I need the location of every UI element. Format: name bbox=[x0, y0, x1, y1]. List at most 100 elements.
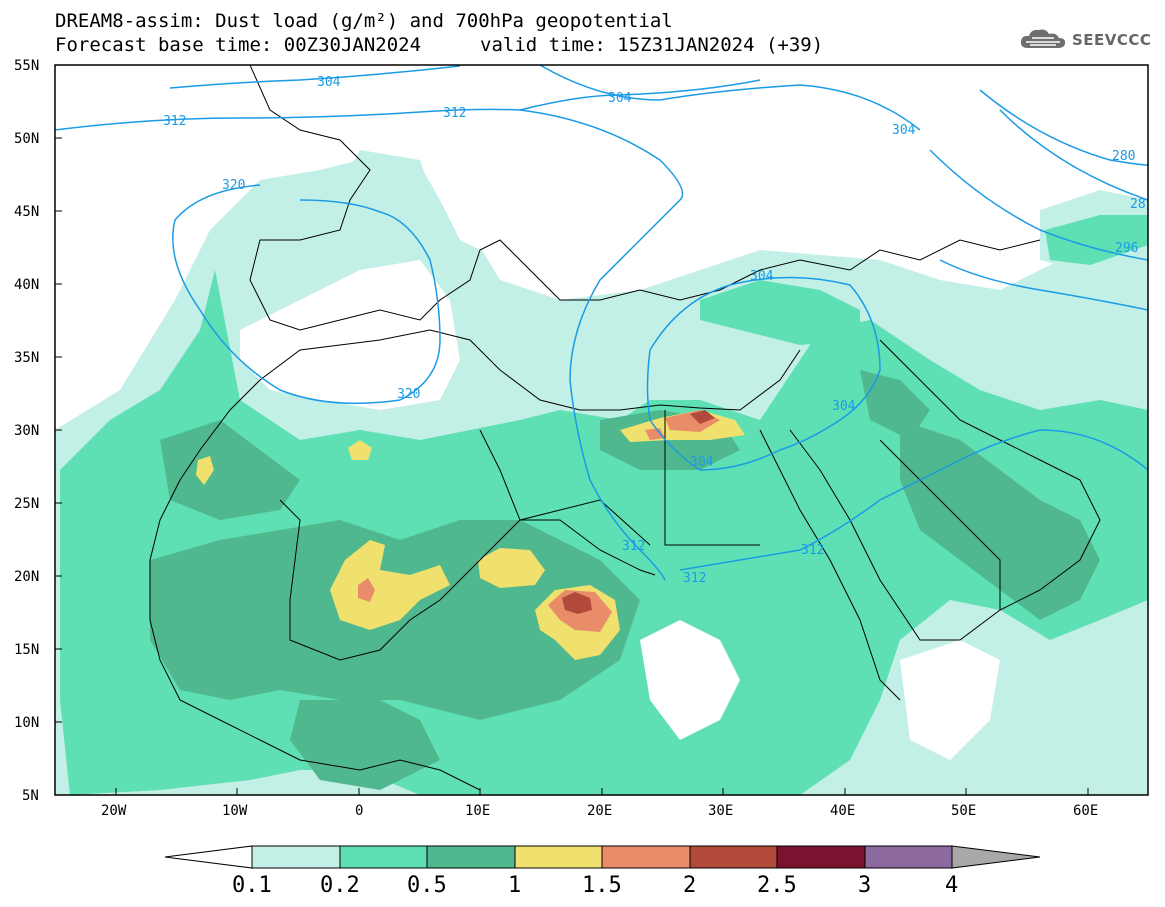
colorbar-label: 0.2 bbox=[320, 873, 360, 898]
lon-tick-label: 40E bbox=[830, 803, 855, 819]
contour-label: 304 bbox=[608, 91, 632, 106]
lon-tick-label: 60E bbox=[1073, 803, 1098, 819]
dust-fill-layer bbox=[55, 150, 1148, 795]
colorbar-swatch bbox=[601, 845, 691, 869]
dust-heavy-area-south bbox=[290, 700, 440, 790]
dust-medium-area-caspian bbox=[1045, 215, 1148, 265]
contour-label: 312 bbox=[683, 571, 706, 586]
lon-tick-label: 20W bbox=[101, 803, 127, 819]
dust-yellow-blob-2 bbox=[478, 548, 545, 588]
colorbar-right-arrow bbox=[951, 845, 1041, 869]
contour-label: 320 bbox=[397, 387, 420, 402]
lon-tick-label: 20E bbox=[587, 803, 612, 819]
contour-280-ne bbox=[979, 89, 1148, 166]
lat-tick-label: 45N bbox=[14, 204, 39, 220]
lon-tick-label: 10W bbox=[222, 803, 248, 819]
clear-area-europe bbox=[440, 160, 760, 280]
coastline-europe bbox=[249, 65, 1041, 331]
map-title: DREAM8-assim: Dust load (g/m²) and 700hP… bbox=[55, 10, 673, 32]
contour-288-ne bbox=[999, 109, 1148, 201]
contour-312-north bbox=[55, 79, 761, 131]
contour-label: 28 bbox=[1130, 197, 1146, 212]
contour-label: 320 bbox=[222, 178, 245, 193]
contour-312-east bbox=[679, 429, 1148, 571]
coastline-west-africa bbox=[149, 560, 481, 791]
geopotential-contours bbox=[55, 65, 1148, 581]
lat-tick-label: 30N bbox=[14, 423, 39, 439]
colorbar-left-arrow bbox=[164, 845, 253, 869]
contour-label: 304 bbox=[690, 455, 714, 470]
contour-label: 312 bbox=[801, 543, 824, 558]
border-sahara-1 bbox=[279, 499, 656, 661]
contour-label-layer: 304 312 304 304 280 296 28 320 312 320 3… bbox=[163, 75, 1146, 586]
latitude-axis: 55N 50N 45N 40N 35N 30N 25N 20N 15N 10N … bbox=[14, 58, 62, 804]
dust-medium-area-levant bbox=[700, 280, 860, 345]
coastline-layer bbox=[149, 65, 1101, 791]
colorbar-swatch bbox=[251, 845, 341, 869]
colorbar-swatch bbox=[776, 845, 866, 869]
dust-orange-blob-1 bbox=[358, 578, 375, 602]
border-libya bbox=[479, 429, 651, 546]
contour-label: 304 bbox=[317, 75, 341, 90]
colorbar-swatch bbox=[864, 845, 953, 869]
contour-label: 304 bbox=[892, 123, 916, 138]
colorbar-label: 1 bbox=[508, 873, 521, 898]
coastline-arabia bbox=[789, 339, 1101, 641]
lon-tick-label: 30E bbox=[708, 803, 733, 819]
colorbar-label: 2.5 bbox=[757, 873, 797, 898]
contour-label: 280 bbox=[1112, 149, 1135, 164]
clear-area-north-africa bbox=[240, 260, 460, 410]
lat-tick-label: 35N bbox=[14, 350, 39, 366]
lat-tick-label: 40N bbox=[14, 277, 39, 293]
lat-tick-label: 55N bbox=[14, 58, 39, 74]
lat-tick-label: 20N bbox=[14, 569, 39, 585]
logo-text: SEEVCCC bbox=[1072, 31, 1152, 49]
contour-312-central bbox=[519, 109, 684, 581]
colorbar-label: 2 bbox=[683, 873, 696, 898]
cloud-logo-icon bbox=[1020, 29, 1066, 48]
seevccc-logo: SEEVCCC bbox=[1018, 26, 1151, 54]
dust-yellow-blob-1 bbox=[330, 540, 450, 630]
dust-yellow-blob-6 bbox=[196, 456, 214, 485]
clear-area-egypt bbox=[640, 620, 740, 740]
contour-304-europe bbox=[539, 65, 921, 131]
dust-heavy-area-gulf bbox=[860, 370, 930, 440]
colorbar: 0.1 0.2 0.5 1 1.5 2 2.5 3 4 bbox=[164, 845, 1041, 898]
dust-brown-blob-2 bbox=[690, 410, 715, 424]
lon-tick-label: 10E bbox=[465, 803, 490, 819]
contour-304-north bbox=[169, 65, 461, 89]
border-egypt bbox=[664, 410, 760, 546]
dust-orange-blob-4 bbox=[645, 428, 665, 440]
contour-312-arabia bbox=[939, 259, 1148, 311]
colorbar-swatch bbox=[339, 845, 428, 869]
contour-label: 312 bbox=[163, 114, 186, 129]
dust-yellow-blob-5 bbox=[348, 440, 372, 460]
colorbar-label: 0.1 bbox=[232, 873, 272, 898]
contour-304-levant bbox=[646, 276, 881, 471]
lat-tick-label: 15N bbox=[14, 642, 39, 658]
colorbar-swatch bbox=[514, 845, 603, 869]
dust-heavy-area-west bbox=[160, 420, 300, 520]
contour-label: 312 bbox=[622, 539, 645, 554]
colorbar-swatch bbox=[426, 845, 516, 869]
dust-heavy-area-arabia bbox=[900, 420, 1100, 620]
forecast-base-time: Forecast base time: 00Z30JAN2024 bbox=[55, 34, 422, 56]
contour-label: 304 bbox=[750, 269, 774, 284]
valid-time: valid time: 15Z31JAN2024 (+39) bbox=[480, 34, 824, 56]
dust-brown-blob-1 bbox=[562, 592, 592, 614]
lon-tick-label: 50E bbox=[951, 803, 976, 819]
contour-label: 304 bbox=[832, 399, 856, 414]
lat-tick-label: 25N bbox=[14, 496, 39, 512]
lat-tick-label: 10N bbox=[14, 715, 39, 731]
colorbar-swatch bbox=[689, 845, 778, 869]
clear-area-horn bbox=[900, 640, 1000, 760]
lat-tick-label: 5N bbox=[22, 788, 39, 804]
colorbar-label: 3 bbox=[858, 873, 871, 898]
contour-296-ne bbox=[929, 149, 1148, 261]
contour-label: 312 bbox=[443, 106, 466, 121]
contour-320-west bbox=[172, 184, 441, 405]
longitude-axis: 20W 10W 0 10E 20E 30E 40E 50E 60E bbox=[101, 788, 1098, 819]
coastline-red-sea bbox=[759, 429, 901, 701]
coastline-north-africa bbox=[149, 329, 801, 561]
